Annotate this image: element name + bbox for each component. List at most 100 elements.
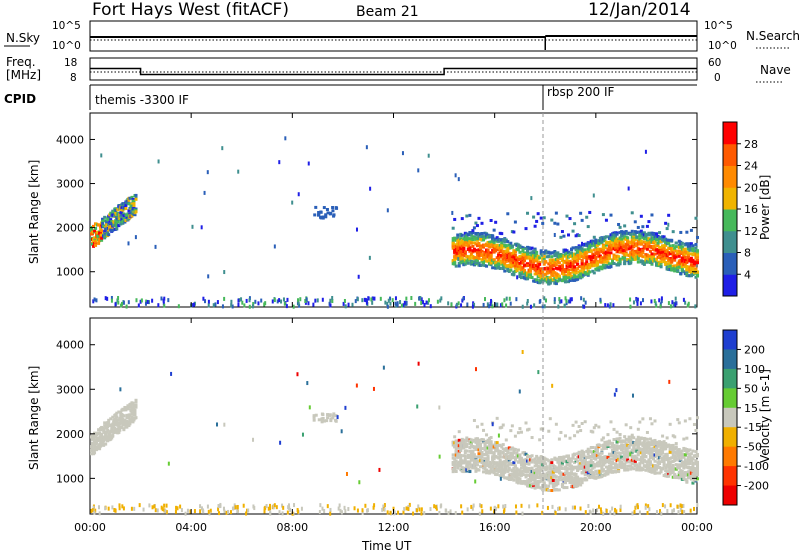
range-cell xyxy=(570,477,574,481)
range-cell xyxy=(463,460,467,464)
range-cell xyxy=(480,437,484,441)
range-cell xyxy=(519,463,523,467)
range-cell xyxy=(518,459,522,463)
range-cell xyxy=(207,303,210,308)
range-cell xyxy=(454,459,458,463)
range-cell xyxy=(554,281,558,285)
range-cell xyxy=(567,454,571,458)
range-cell xyxy=(515,297,518,302)
range-cell xyxy=(642,443,646,447)
range-cell xyxy=(574,278,578,282)
range-cell xyxy=(516,473,520,477)
range-cell xyxy=(580,274,584,278)
range-cell xyxy=(648,460,652,464)
range-cell xyxy=(641,225,645,229)
range-cell xyxy=(485,441,489,445)
range-cell xyxy=(475,442,479,446)
range-cell xyxy=(104,442,108,446)
range-cell xyxy=(694,275,698,279)
range-cell xyxy=(131,197,135,201)
range-cell xyxy=(574,420,578,424)
range-cell xyxy=(559,457,563,461)
range-cell xyxy=(682,252,686,256)
range-cell xyxy=(474,439,478,443)
range-cell xyxy=(580,262,584,266)
range-cell xyxy=(468,240,472,244)
range-cell xyxy=(107,421,111,425)
range-cell xyxy=(472,256,476,260)
range-cell xyxy=(588,455,592,459)
range-cell xyxy=(647,446,651,450)
range-cell xyxy=(562,234,566,238)
range-cell xyxy=(595,261,599,265)
range-cell xyxy=(665,436,669,440)
range-cell xyxy=(551,467,555,471)
range-cell xyxy=(620,232,624,236)
range-cell xyxy=(674,241,678,245)
range-cell xyxy=(594,464,598,468)
range-cell xyxy=(636,444,640,448)
range-cell xyxy=(466,261,470,265)
range-cell xyxy=(664,469,668,473)
range-cell xyxy=(508,296,511,301)
range-cell xyxy=(457,446,461,450)
range-cell xyxy=(644,149,647,154)
range-cell xyxy=(689,452,693,456)
range-cell xyxy=(530,466,534,470)
range-cell xyxy=(553,483,557,487)
range-cell xyxy=(539,249,543,253)
range-cell xyxy=(554,422,558,426)
range-cell xyxy=(498,465,502,469)
range-cell xyxy=(91,433,95,437)
range-cell xyxy=(551,274,555,278)
range-cell xyxy=(618,436,622,440)
range-cell xyxy=(664,250,668,254)
range-cell xyxy=(638,253,642,257)
range-cell xyxy=(512,447,516,451)
range-cell xyxy=(612,303,615,308)
range-cell xyxy=(134,210,138,214)
range-cell xyxy=(524,459,528,463)
range-cell xyxy=(612,253,616,257)
range-cell xyxy=(591,466,595,470)
range-cell xyxy=(582,249,586,253)
range-cell xyxy=(457,257,460,262)
range-cell xyxy=(118,421,122,425)
range-cell xyxy=(504,476,508,480)
range-cell xyxy=(516,267,520,271)
range-cell xyxy=(501,267,505,271)
range-cell xyxy=(494,261,498,265)
range-cell xyxy=(636,427,640,431)
range-cell xyxy=(647,254,651,258)
range-cell xyxy=(691,465,695,469)
range-cell xyxy=(665,453,669,457)
range-cell xyxy=(618,250,622,254)
range-cell xyxy=(127,209,131,213)
range-cell xyxy=(501,455,505,459)
range-cell xyxy=(591,455,595,459)
range-cell xyxy=(560,257,564,261)
range-cell xyxy=(601,461,605,465)
range-cell xyxy=(497,254,501,258)
range-cell xyxy=(527,468,531,472)
range-cell xyxy=(515,258,519,262)
range-cell xyxy=(659,468,663,472)
range-cell xyxy=(677,254,681,258)
range-cell xyxy=(530,263,534,267)
range-cell xyxy=(524,277,528,281)
range-cell xyxy=(106,428,110,432)
range-cell xyxy=(689,466,693,470)
range-cell xyxy=(553,253,557,257)
range-cell xyxy=(104,424,108,428)
range-cell xyxy=(636,248,640,252)
range-cell xyxy=(651,440,655,444)
range-cell xyxy=(642,261,646,265)
range-cell xyxy=(653,442,657,446)
nsky-label: N.Sky xyxy=(6,31,40,45)
range-cell xyxy=(369,186,372,191)
range-cell xyxy=(651,449,655,453)
range-cell xyxy=(582,266,586,270)
range-cell xyxy=(465,469,469,473)
range-cell xyxy=(486,252,490,256)
range-cell xyxy=(367,296,370,301)
